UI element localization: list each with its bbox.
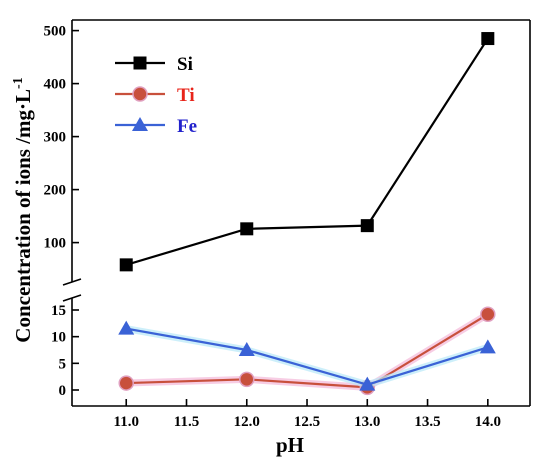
series-ti-halo: [126, 311, 490, 391]
series-ti-point: [239, 371, 255, 388]
series-fe-point: [118, 320, 135, 335]
y-upper-tick-label: 400: [44, 77, 67, 93]
plot-frame: [62, 19, 531, 407]
x-tick-label: 11.5: [174, 414, 199, 430]
y-lower-tick-label: 5: [59, 356, 67, 372]
legend-label-si: Si: [177, 54, 193, 75]
series-fe-line: [126, 327, 489, 386]
legend-marker-fe: [132, 117, 148, 131]
x-tick-label: 14.0: [475, 414, 501, 430]
y-axis-title-main: Concentration of ions /mg·L: [11, 89, 35, 343]
series-si-line: [125, 37, 489, 266]
series-layer: [118, 32, 496, 396]
axis-break-mark: [62, 294, 82, 302]
series-ti-line: [126, 313, 489, 389]
series-fe-point: [238, 342, 255, 356]
legend-label-fe: Fe: [177, 116, 197, 137]
series-fe-point: [359, 376, 376, 391]
series-ti-point: [480, 306, 496, 323]
series-fe-point: [479, 339, 496, 354]
legend-marker-si: [133, 56, 147, 70]
y-upper-tick-label: 200: [44, 183, 67, 199]
legend-label-ti: Ti: [177, 85, 195, 106]
y-lower-tick-label: 0: [59, 383, 67, 399]
x-tick-label: 11.0: [114, 414, 139, 430]
x-axis-title: pH: [276, 433, 304, 457]
series-si-point: [119, 258, 133, 272]
series-si-point: [481, 32, 495, 46]
legend-marker-ti: [132, 86, 148, 102]
y-upper-tick-label: 500: [44, 24, 67, 40]
y-axis-title-superscript: -1: [11, 77, 26, 89]
x-tick-label: 12.0: [234, 414, 260, 430]
y-lower-tick-label: 10: [51, 330, 66, 346]
legend: Si Ti Fe: [115, 54, 197, 137]
series-si-point: [240, 222, 254, 236]
axis-break-mark: [62, 278, 82, 286]
y-upper-tick-label: 300: [44, 130, 67, 146]
series-ti-point: [118, 375, 134, 391]
series-fe-halo: [125, 325, 489, 389]
y-lower-tick-label: 15: [51, 303, 66, 319]
y-axis-title: Concentration of ions /mg·L-1: [11, 77, 35, 342]
series-si-point: [360, 219, 374, 233]
x-tick-label: 13.0: [354, 414, 380, 430]
x-tick-label: 12.5: [294, 414, 320, 430]
y-upper-tick-label: 100: [44, 236, 67, 252]
x-tick-label: 13.5: [414, 414, 440, 430]
axis-ticks: 11.0 11.5 12.0 12.5 13.0 13.5 14.0100200300400…: [44, 24, 501, 430]
